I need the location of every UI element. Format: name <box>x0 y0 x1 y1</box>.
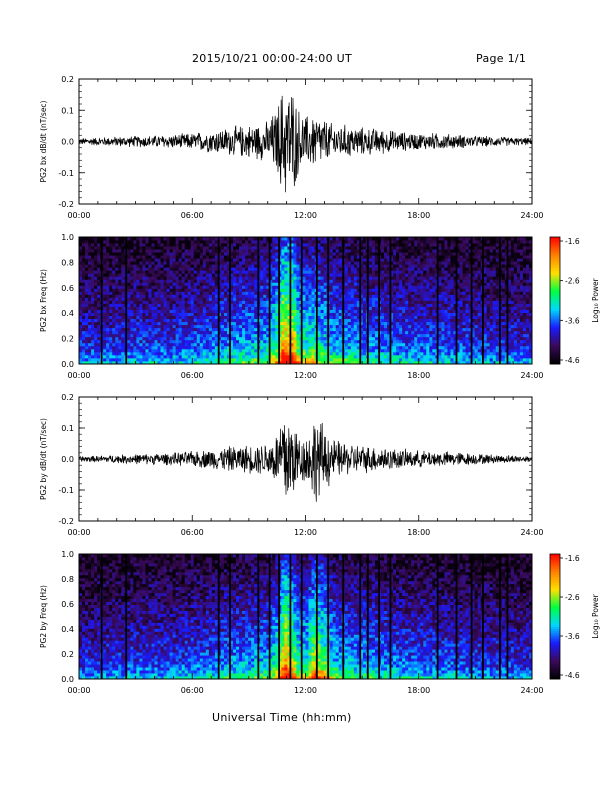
plot-header-title: 2015/10/21 00:00-24:00 UT <box>192 52 353 65</box>
y-tick-label: -0.1 <box>58 486 74 495</box>
colorbar-frame <box>549 553 561 680</box>
x-axis-title: Universal Time (hh:mm) <box>212 711 352 724</box>
spectrogram <box>79 554 533 680</box>
y-tick-label: -0.2 <box>58 200 74 209</box>
x-tick-label: 18:00 <box>407 371 430 380</box>
panel-2: 00:00 06:00 12:00 18:00 24:00 1.0 0.8 0.6 0.4 0.2… <box>39 233 600 380</box>
colorbar-tick-label: -2.6 <box>565 593 580 602</box>
y-tick-label: 0.2 <box>61 393 74 402</box>
colorbar: -1.6 -2.6 -3.6 -4.6 Log₁₀ Power <box>549 553 600 680</box>
x-tick-label: 12:00 <box>294 371 317 380</box>
colorbar-frame <box>549 236 561 365</box>
series-line <box>78 422 533 502</box>
x-tick-label: 06:00 <box>181 371 204 380</box>
y-tick-label: -0.1 <box>58 169 74 178</box>
y-tick-label: 0.0 <box>61 455 74 464</box>
x-tick-label: 24:00 <box>520 371 543 380</box>
y-tick-label: 0.1 <box>61 106 74 115</box>
x-tick-label: 24:00 <box>520 686 543 695</box>
y-axis-label: PG2 bx Freq (Hz) <box>39 269 48 332</box>
y-tick-label: 1.0 <box>61 233 74 242</box>
y-tick-label: 0.0 <box>61 360 74 369</box>
x-tick-label: 06:00 <box>181 211 204 220</box>
colorbar-tick-label: -2.6 <box>565 277 580 286</box>
y-tick-label: 0.8 <box>61 258 74 267</box>
colorbar: -1.6 -2.6 -3.6 -4.6 Log₁₀ Power <box>549 236 600 365</box>
panel-3: 00:00 06:00 12:00 18:00 24:00 0.2 0.1 0.0 -0.1 -0… <box>39 393 544 537</box>
colorbar-tick-label: -3.6 <box>565 632 580 641</box>
x-tick-label: 18:00 <box>407 528 430 537</box>
colorbar-tick-label: -4.6 <box>565 671 580 680</box>
page-indicator: Page 1/1 <box>476 52 527 65</box>
colorbar-label: Log₁₀ Power <box>591 593 600 638</box>
y-tick-label: 0.4 <box>61 625 74 634</box>
y-tick-label: 0.6 <box>61 600 74 609</box>
colorbar-tick-label: -1.6 <box>565 554 580 563</box>
y-axis-label: PG2 by Freq (Hz) <box>39 585 48 648</box>
colorbar-tick-label: -1.6 <box>565 237 580 246</box>
x-tick-label: 00:00 <box>67 686 90 695</box>
series-line <box>78 95 533 193</box>
colorbar-tick-label: -4.6 <box>565 356 580 365</box>
y-tick-label: 0.2 <box>61 650 74 659</box>
x-tick-label: 00:00 <box>67 211 90 220</box>
y-tick-label: 1.0 <box>61 550 74 559</box>
y-tick-label: 0.0 <box>61 675 74 684</box>
x-tick-label: 00:00 <box>67 528 90 537</box>
y-axis-label: PG2 bx dB/dt (nT/sec) <box>39 100 48 182</box>
x-tick-label: 24:00 <box>520 528 543 537</box>
y-tick-label: 0.1 <box>61 424 74 433</box>
x-tick-label: 12:00 <box>294 686 317 695</box>
x-tick-label: 24:00 <box>520 211 543 220</box>
panel-4: 00:00 06:00 12:00 18:00 24:00 1.0 0.8 0.6 0.4 0.2… <box>39 550 600 695</box>
panel-1: 00:00 06:00 12:00 18:00 24:00 0.2 0.1 0.0 -0.1 -0… <box>39 75 544 220</box>
x-tick-label: 18:00 <box>407 686 430 695</box>
y-tick-label: 0.2 <box>61 75 74 84</box>
y-tick-label: 0.0 <box>61 138 74 147</box>
x-tick-label: 06:00 <box>181 686 204 695</box>
x-tick-label: 12:00 <box>294 211 317 220</box>
y-tick-label: -0.2 <box>58 517 74 526</box>
y-tick-label: 0.8 <box>61 575 74 584</box>
x-tick-label: 00:00 <box>67 371 90 380</box>
x-tick-label: 06:00 <box>181 528 204 537</box>
x-tick-label: 12:00 <box>294 528 317 537</box>
spectrogram <box>79 237 533 365</box>
y-tick-label: 0.4 <box>61 309 74 318</box>
x-tick-label: 18:00 <box>407 211 430 220</box>
y-tick-label: 0.2 <box>61 335 74 344</box>
y-axis-label: PG2 by dB/dt (nT/sec) <box>39 418 48 500</box>
colorbar-tick-label: -3.6 <box>565 316 580 325</box>
colorbar-label: Log₁₀ Power <box>591 277 600 322</box>
y-tick-label: 0.6 <box>61 284 74 293</box>
